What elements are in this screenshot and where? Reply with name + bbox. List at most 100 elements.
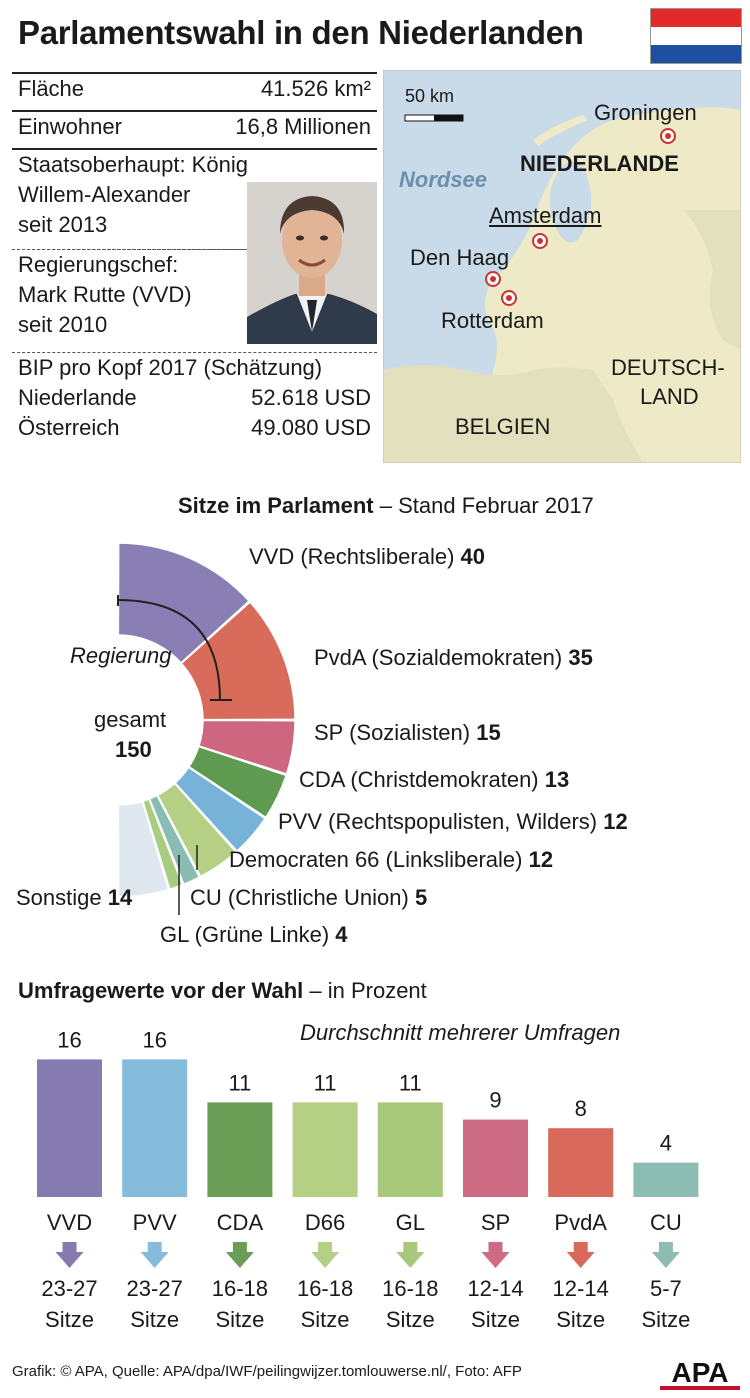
poll-seats-range: 23-27 (127, 1276, 183, 1301)
poll-title: Umfragewerte vor der Wahl – in Prozent (18, 978, 427, 1003)
poll-category-label: D66 (305, 1210, 345, 1235)
poll-seats-unit: Sitze (641, 1307, 690, 1332)
apa-logo: APA (660, 1357, 740, 1390)
poll-seats-range: 12-14 (467, 1276, 523, 1301)
poll-category-label: PvdA (554, 1210, 607, 1235)
poll-bar-pvda (548, 1128, 614, 1197)
head-of-gov-line1: Regierungschef: (18, 252, 179, 277)
map-germany-line2: LAND (640, 384, 699, 409)
netherlands-map (383, 70, 741, 463)
poll-value-label: 16 (142, 1030, 166, 1052)
donut-segment-8 (117, 800, 170, 898)
fact-area: Fläche 41.526 km² (12, 72, 377, 104)
map-city-groningen: Groningen (594, 100, 697, 125)
donut-segment-2 (198, 719, 296, 775)
map-city-rotterdam: Rotterdam (441, 308, 544, 333)
poll-seats-range: 16-18 (212, 1276, 268, 1301)
map-scale-label: 50 km (405, 86, 455, 106)
fact-population: Einwohner 16,8 Millionen (12, 110, 377, 142)
footer-credits: Grafik: © APA, Quelle: APA/dpa/IWF/peili… (12, 1363, 522, 1380)
poll-value-label: 11 (314, 1070, 337, 1095)
poll-value-label: 8 (575, 1096, 587, 1121)
seat-legend-item: SP (Sozialisten) 15 (314, 720, 501, 746)
page-title: Parlamentswahl in den Niederlanden (18, 14, 584, 51)
map-country-label: NIEDERLANDE (520, 151, 679, 176)
donut-segment-0 (117, 542, 251, 664)
poll-bar-chart: 16 VVD 23-27 Sitze 16 PVV 23-27 Sitze 11 CDA 16-18… (37, 1030, 699, 1332)
poll-category-label: SP (481, 1210, 510, 1235)
seat-legend-item: Sonstige 14 (16, 885, 132, 911)
netherlands-flag-icon (650, 8, 742, 64)
seat-legend-value: 35 (568, 645, 593, 670)
down-arrow-icon (225, 1242, 254, 1268)
poll-seats-range: 16-18 (297, 1276, 353, 1301)
seat-legend-value: 14 (107, 885, 133, 910)
seat-legend-value: 4 (335, 922, 348, 947)
head-of-gov-line2: Mark Rutte (VVD) (18, 282, 192, 307)
down-arrow-icon (140, 1242, 169, 1268)
donut-government-label: Regierung (70, 643, 172, 668)
donut-total-label: gesamt (94, 707, 167, 732)
poll-category-label: VVD (47, 1210, 92, 1235)
poll-seats-range: 16-18 (382, 1276, 438, 1301)
poll-seats-unit: Sitze (556, 1307, 605, 1332)
head-of-gov-line3: seit 2010 (18, 312, 108, 337)
seat-legend-value: 12 (603, 809, 628, 834)
donut-segment-1 (180, 601, 296, 721)
poll-category-label: CDA (217, 1210, 264, 1235)
poll-bar-sp (463, 1119, 528, 1197)
seat-legend-value: 12 (528, 847, 554, 872)
seats-donut-chart (117, 542, 296, 915)
poll-subtitle: Durchschnitt mehrerer Umfragen (300, 1020, 621, 1045)
seats-title: Sitze im Parlament – Stand Februar 2017 (178, 493, 594, 518)
city-dot-denhaag (485, 271, 501, 287)
head-of-state-line2: Willem-Alexander (18, 182, 191, 207)
seat-legend-label: CDA (Christdemokraten) (299, 767, 545, 792)
map-belgium-label: BELGIEN (455, 414, 551, 439)
map-germany-line1: DEUTSCH- (611, 355, 725, 380)
poll-seats-unit: Sitze (215, 1307, 264, 1332)
head-of-state-line3: seit 2013 (18, 212, 108, 237)
down-arrow-icon (311, 1242, 340, 1268)
down-arrow-icon (651, 1242, 680, 1268)
seat-legend-item: PvdA (Sozialdemokraten) 35 (314, 645, 593, 671)
poll-seats-range: 5-7 (650, 1276, 682, 1301)
poll-category-label: CU (650, 1210, 682, 1235)
portrait-photo (247, 182, 377, 344)
seat-legend-label: PvdA (Sozialdemokraten) (314, 645, 569, 670)
donut-total-value: 150 (115, 737, 152, 762)
map-sea-label: Nordsee (399, 167, 488, 192)
down-arrow-icon (396, 1242, 425, 1268)
seat-legend-item: GL (Grüne Linke) 4 (160, 922, 348, 948)
poll-bar-cda (207, 1102, 273, 1197)
poll-bar-pvv (122, 1059, 188, 1197)
poll-value-label: 16 (57, 1030, 81, 1052)
poll-bar-d66 (292, 1102, 358, 1197)
poll-seats-range: 23-27 (41, 1276, 97, 1301)
poll-bar-gl (377, 1102, 443, 1197)
city-dot-amsterdam (532, 233, 548, 249)
map-city-denhaag: Den Haag (410, 245, 510, 270)
area-label: Fläche (18, 76, 85, 101)
gdp-nl-label: Niederlande (18, 385, 137, 410)
seat-legend-label: VVD (Rechtsliberale) (249, 544, 461, 569)
gdp-at-value: 49.080 USD (251, 415, 371, 440)
seat-legend-label: PVV (Rechtspopulisten, Wilders) (278, 809, 604, 834)
fact-gdp: BIP pro Kopf 2017 (Schätzung) Niederland… (12, 352, 377, 443)
seat-legend-item: PVV (Rechtspopulisten, Wilders) 12 (278, 809, 628, 835)
seat-legend-label: CU (Christliche Union) (190, 885, 415, 910)
poll-seats-unit: Sitze (386, 1307, 435, 1332)
fact-head-of-state: Staatsoberhaupt: König Willem-Alexander … (12, 148, 377, 240)
down-arrow-icon (566, 1242, 595, 1268)
svg-text:APA: APA (671, 1357, 728, 1388)
seat-legend-value: 5 (414, 885, 428, 910)
gdp-nl-value: 52.618 USD (251, 385, 371, 410)
poll-seats-unit: Sitze (130, 1307, 179, 1332)
poll-value-label: 11 (399, 1070, 422, 1095)
seat-legend-label: SP (Sozialisten) (314, 720, 477, 745)
city-dot-groningen (660, 128, 676, 144)
gdp-at-label: Österreich (18, 415, 120, 440)
poll-category-label: GL (396, 1210, 425, 1235)
gdp-label: BIP pro Kopf 2017 (Schätzung) (18, 355, 323, 380)
donut-segment-3 (187, 745, 288, 819)
